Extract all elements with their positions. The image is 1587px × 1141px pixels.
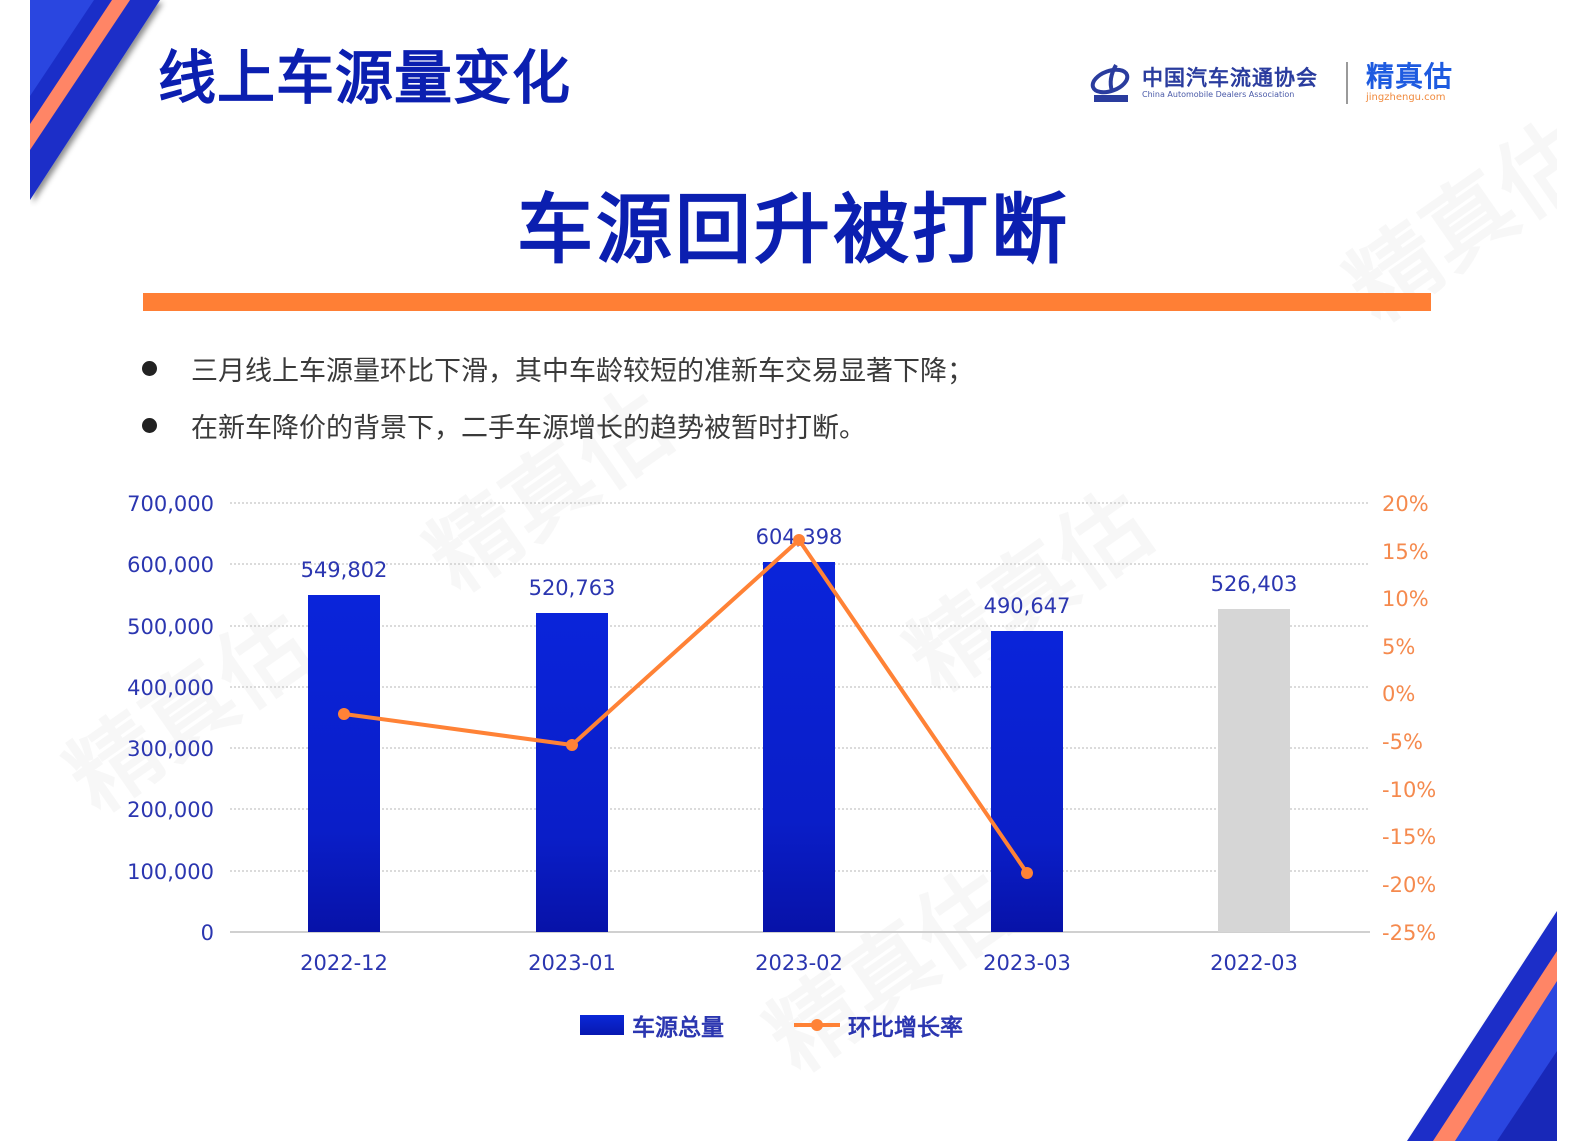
logo-area: 中国汽车流通协会 China Automobile Dealers Associ… [1090,58,1453,108]
cada-logo-text: 中国汽车流通协会 China Automobile Dealers Associ… [1142,66,1318,100]
right-tick: -5% [1382,730,1423,754]
bullet-text: 在新车降价的背景下，二手车源增长的趋势被暂时打断。 [191,413,866,444]
top-left-stripes-decoration [30,0,160,200]
bar-swatch-icon [580,1015,624,1035]
right-axis: 20% 15% 10% 5% 0% -5% -10% -15% -20% -25… [1382,492,1436,945]
bullet-item: 三月线上车源量环比下滑，其中车龄较短的准新车交易显著下降； [142,340,974,397]
bar-series [308,562,1290,932]
association-name-en: China Automobile Dealers Association [1142,90,1295,99]
association-name-cn: 中国汽车流通协会 [1142,65,1318,90]
right-tick: 20% [1382,492,1429,516]
bullet-item: 在新车降价的背景下，二手车源增长的趋势被暂时打断。 [142,397,974,454]
category-label: 2022-03 [1210,951,1298,975]
combo-chart: 700,000 600,000 500,000 400,000 300,000 … [127,492,1436,975]
category-label: 2023-01 [528,951,616,975]
right-tick: 0% [1382,682,1415,706]
left-tick: 200,000 [127,798,214,822]
jingzhengu-logo: 精真估 jingzhengu.com [1366,62,1453,104]
cada-logo-icon [1090,64,1130,102]
logo-divider [1346,62,1348,104]
line-point-2023-01[interactable] [566,739,578,751]
bullet-list: 三月线上车源量环比下滑，其中车龄较短的准新车交易显著下降； 在新车降价的背景下，… [142,340,974,454]
bar-2022-12[interactable] [308,595,380,932]
legend-item-bar[interactable]: 车源总量 [580,1008,724,1042]
value-label: 490,647 [984,594,1071,618]
legend-item-line[interactable]: 环比增长率 [794,1008,963,1042]
slide: 精真估 精真估 精真估 精真估 精真估 线上车源量变化 中国汽车流通协会 Chi… [30,0,1557,1141]
left-tick: 300,000 [127,737,214,761]
left-tick: 0 [201,921,214,945]
category-label: 2023-03 [983,951,1071,975]
right-tick: -10% [1382,778,1436,802]
left-tick: 700,000 [127,492,214,516]
value-label: 526,403 [1211,572,1298,596]
bar-2022-03[interactable] [1218,609,1290,932]
left-axis: 700,000 600,000 500,000 400,000 300,000 … [127,492,214,945]
bullet-dot-icon [142,361,157,376]
category-label: 2023-02 [755,951,843,975]
brand-name-cn: 精真估 [1366,60,1454,93]
left-tick: 400,000 [127,676,214,700]
line-series [338,534,1033,879]
left-tick: 600,000 [127,553,214,577]
line-point-2023-03[interactable] [1021,867,1033,879]
legend-label: 车源总量 [632,1015,724,1041]
bar-2023-01[interactable] [536,613,608,932]
line-swatch-icon [794,1019,840,1031]
right-tick: -20% [1382,873,1436,897]
orange-divider [143,293,1431,311]
chart-legend: 车源总量 环比增长率 [580,1008,1033,1042]
bottom-right-stripes-decoration [1407,911,1557,1141]
category-label: 2022-12 [300,951,388,975]
right-tick: 15% [1382,540,1429,564]
category-axis: 2022-12 2023-01 2023-02 2023-03 2022-03 [300,951,1298,975]
value-labels: 549,802 520,763 604,398 490,647 526,403 [301,525,1298,618]
bullet-text: 三月线上车源量环比下滑，其中车龄较短的准新车交易显著下降； [191,356,974,387]
legend-label: 环比增长率 [848,1015,963,1041]
right-tick: -15% [1382,825,1436,849]
bar-2023-02[interactable] [763,562,835,932]
right-tick: -25% [1382,921,1436,945]
value-label: 549,802 [301,558,388,582]
left-tick: 500,000 [127,615,214,639]
headline: 车源回升被打断 [517,185,1070,274]
right-tick: 10% [1382,587,1429,611]
right-tick: 5% [1382,635,1415,659]
value-label: 520,763 [529,576,616,600]
bullet-dot-icon [142,418,157,433]
line-point-2023-02[interactable] [793,534,805,546]
line-point-2022-12[interactable] [338,708,350,720]
left-tick: 100,000 [127,860,214,884]
bar-2023-03[interactable] [991,631,1063,932]
page-title: 线上车源量变化 [158,44,572,112]
brand-url: jingzhengu.com [1366,92,1446,103]
